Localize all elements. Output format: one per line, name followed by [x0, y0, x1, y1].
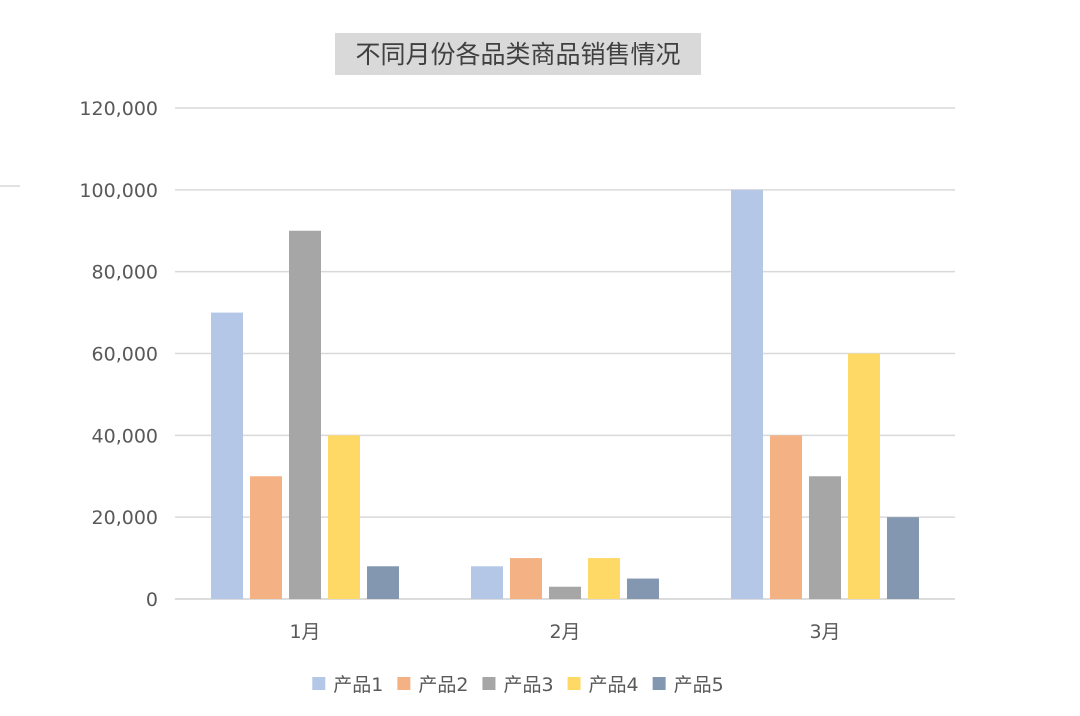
legend-item-3: 产品3 — [482, 674, 554, 696]
bar-4-1 — [328, 435, 360, 599]
y-axis-tick-labels: 0 20,000 40,000 60,000 80,000 100,000 120,000 — [79, 98, 158, 611]
bar-4-2 — [588, 558, 620, 599]
bar-5-3 — [887, 517, 919, 599]
legend-label: 产品4 — [589, 674, 639, 696]
y-tick-label: 120,000 — [79, 98, 158, 120]
legend-label: 产品5 — [674, 674, 724, 696]
y-tick-label: 40,000 — [92, 425, 158, 447]
legend-swatch — [312, 677, 326, 690]
bar-2-1 — [250, 476, 282, 599]
y-tick-label: 60,000 — [92, 344, 158, 366]
legend-label: 产品2 — [418, 674, 468, 696]
legend-label: 产品1 — [333, 674, 383, 696]
bar-3-2 — [549, 586, 581, 599]
bar-2-2 — [510, 558, 542, 599]
legend: 产品1 产品2 产品3 产品4 产品5 — [312, 674, 724, 696]
bar-3-3 — [809, 476, 841, 599]
x-category-label: 2月 — [549, 621, 580, 643]
legend-item-5: 产品5 — [652, 674, 724, 696]
legend-item-4: 产品4 — [567, 674, 639, 696]
chart-title: 不同月份各品类商品销售情况 — [355, 40, 680, 69]
x-axis-category-labels: 1月 2月 3月 — [289, 621, 840, 643]
bar-1-3 — [731, 189, 763, 600]
bar-1-1 — [211, 312, 243, 599]
y-tick-label: 100,000 — [79, 180, 158, 202]
legend-swatch — [652, 677, 666, 690]
y-tick-label: 80,000 — [92, 262, 158, 284]
legend-label: 产品3 — [503, 674, 553, 696]
bar-4-3 — [848, 353, 880, 599]
bar-3-1 — [289, 230, 321, 599]
title-background — [335, 33, 701, 75]
legend-item-2: 产品2 — [397, 674, 468, 696]
bar-1-2 — [471, 566, 503, 599]
x-category-label: 3月 — [809, 621, 840, 643]
legend-swatch — [567, 677, 581, 690]
bar-5-1 — [367, 566, 399, 599]
legend-item-1: 产品1 — [312, 674, 383, 696]
legend-swatch — [482, 677, 496, 690]
bar-5-2 — [627, 578, 659, 599]
chart-title-box: 不同月份各品类商品销售情况 — [335, 33, 701, 75]
legend-swatch — [397, 677, 411, 690]
y-tick-label: 0 — [146, 589, 158, 611]
x-category-label: 1月 — [289, 621, 320, 643]
bar-2-3 — [770, 435, 802, 599]
y-tick-label: 20,000 — [92, 507, 158, 529]
bars — [211, 189, 919, 600]
